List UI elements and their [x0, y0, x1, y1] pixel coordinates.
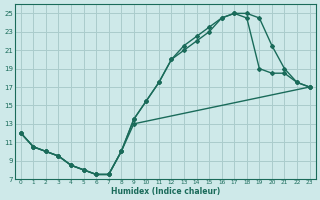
- X-axis label: Humidex (Indice chaleur): Humidex (Indice chaleur): [111, 187, 220, 196]
